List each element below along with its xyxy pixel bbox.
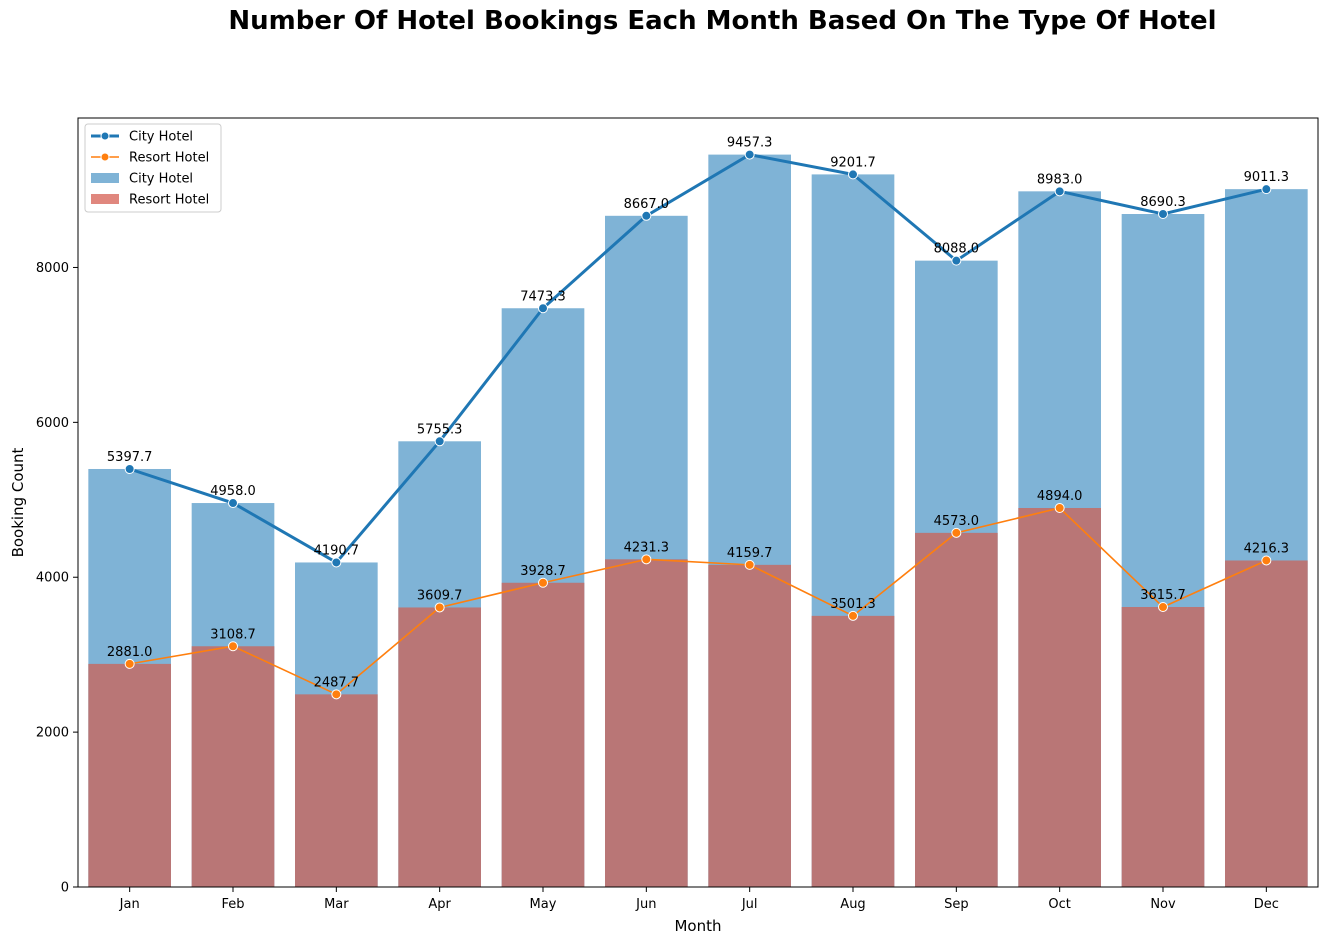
data-label-resort-apr: 3609.7 [417,588,463,603]
point-resort-may [538,577,548,588]
data-label-city-jun: 8667.0 [624,197,670,212]
data-label-city-nov: 8690.3 [1140,195,1186,210]
x-tick-label-nov: Nov [1150,897,1176,912]
data-label-resort-feb: 3108.7 [210,627,256,642]
x-tick-label-jun: Jun [635,897,656,912]
legend-line-city-marker [100,131,110,141]
data-label-resort-oct: 4894.0 [1037,489,1083,504]
data-label-city-apr: 5755.3 [417,422,463,437]
data-label-resort-jan: 2881.0 [107,645,153,660]
point-resort-apr [434,602,445,613]
bar-resort-dec [1225,560,1308,887]
data-label-city-dec: 9011.3 [1244,170,1290,185]
data-label-resort-may: 3928.7 [520,564,566,579]
legend-box [84,123,222,213]
x-tick-label-apr: Apr [428,897,451,912]
bars-group [88,154,1308,888]
data-label-resort-nov: 3615.7 [1140,588,1186,603]
point-city-jan [124,463,135,474]
data-label-city-may: 7473.3 [520,289,566,304]
plot-frame [77,117,1319,888]
legend-bar-city-swatch [91,173,119,183]
point-resort-jul [744,559,755,570]
y-tick-label: 8000 [36,261,69,276]
point-city-jul [744,149,755,160]
data-label-city-mar: 4190.7 [314,543,360,558]
point-resort-sep [951,527,962,538]
point-resort-dec [1261,555,1272,566]
point-city-aug [848,169,858,180]
point-city-mar [331,557,342,568]
point-city-nov [1158,209,1168,220]
x-tick-label-oct: Oct [1048,897,1070,912]
point-city-apr [434,436,445,447]
point-city-dec [1261,184,1272,195]
data-labels-group: 5397.7 4958.0 4190.7 5755.3 7473.3 8667.0 9457… [107,136,1289,691]
bar-resort-jan [88,663,171,887]
axes-group: 0 2000 4000 6000 8000 Jan Feb Mar Apr May Jun Jul Au… [36,261,1279,912]
data-label-resort-aug: 3501.3 [830,597,876,612]
bar-resort-may [501,582,585,887]
bar-resort-aug [811,615,895,887]
data-label-resort-mar: 2487.7 [314,675,360,690]
x-tick-label-sep: Sep [944,897,969,912]
line-city [129,153,1267,565]
data-label-city-sep: 8088.0 [934,242,980,257]
point-city-feb [228,498,238,509]
point-resort-mar [331,689,342,700]
point-resort-jun [641,554,652,565]
bar-resort-mar [295,694,378,887]
bar-resort-nov [1121,606,1205,887]
lines-group [124,149,1272,700]
point-resort-nov [1158,601,1168,612]
bar-resort-jul [708,564,791,887]
legend-line-resort-marker [100,152,110,162]
data-label-city-aug: 9201.7 [830,155,876,170]
legend-line-city-label: City Hotel [129,130,193,145]
chart-title: Number Of Hotel Bookings Each Month Base… [228,6,1217,36]
legend-bar-resort-swatch [91,194,119,204]
bar-resort-jun [605,559,688,887]
bar-resort-feb [191,646,275,887]
x-tick-label-may: May [530,897,557,912]
data-label-resort-jun: 4231.3 [624,540,670,555]
data-label-resort-sep: 4573.0 [934,514,980,529]
y-axis-label: Booking Count [9,447,27,557]
legend-line-resort-label: Resort Hotel [129,151,209,166]
data-label-resort-dec: 4216.3 [1244,541,1290,556]
x-tick-label-feb: Feb [221,897,244,912]
data-label-city-jan: 5397.7 [107,450,153,465]
point-city-may [538,303,548,314]
data-label-city-feb: 4958.0 [210,484,256,499]
legend-bar-city-label: City Hotel [129,172,193,187]
y-tick-label: 0 [61,881,69,896]
y-tick-label: 2000 [36,726,69,741]
x-tick-label-jul: Jul [741,897,758,912]
point-city-jun [641,210,652,221]
point-resort-jan [124,658,135,669]
data-label-city-oct: 8983.0 [1037,172,1083,187]
line-resort [129,507,1267,696]
y-tick-label: 4000 [36,571,69,586]
point-city-oct [1054,186,1065,197]
data-label-city-jul: 9457.3 [727,136,773,151]
point-resort-feb [228,641,238,652]
bar-resort-oct [1018,507,1101,887]
point-resort-oct [1054,502,1065,513]
data-label-resort-jul: 4159.7 [727,546,773,561]
x-axis-label: Month [674,917,721,935]
bar-resort-apr [398,607,481,887]
y-tick-label: 6000 [36,416,69,431]
x-tick-label-mar: Mar [324,897,349,912]
legend-bar-resort-label: Resort Hotel [129,193,209,208]
x-tick-label-jan: Jan [119,897,140,912]
point-city-sep [951,255,962,266]
x-tick-label-aug: Aug [840,897,865,912]
bar-resort-sep [915,532,998,887]
x-tick-label-dec: Dec [1254,897,1279,912]
point-resort-aug [848,610,858,621]
legend: City Hotel Resort Hotel City Hotel Resort H… [84,123,222,213]
